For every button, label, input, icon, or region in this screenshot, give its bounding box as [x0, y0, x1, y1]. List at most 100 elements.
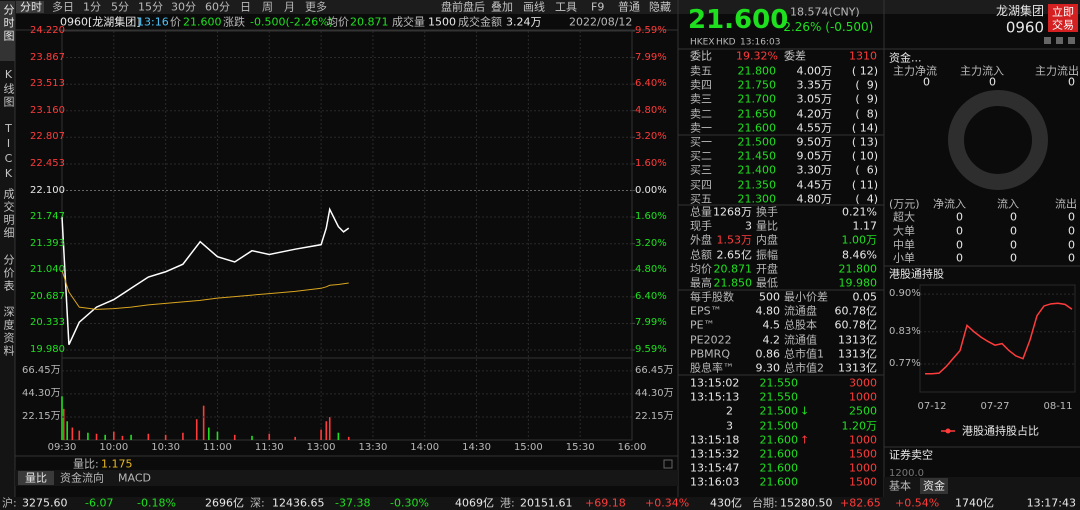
- side-tab[interactable]: K线图: [2, 68, 15, 109]
- toolbar-bg: [0, 0, 1080, 14]
- index-label: 台期:: [752, 496, 778, 510]
- book-level: 买四: [690, 178, 712, 192]
- tool-button[interactable]: 画线: [523, 0, 545, 14]
- right-tab[interactable]: 资金: [923, 479, 945, 493]
- trade-price: 21.600: [759, 433, 799, 447]
- flow-value: 0: [1010, 238, 1017, 252]
- stat-value: 1.53万: [716, 233, 753, 247]
- volume-bar: [320, 429, 322, 440]
- main-label: 主力净流: [893, 64, 937, 78]
- indicator-tab[interactable]: 资金流向: [60, 471, 104, 485]
- tool-button[interactable]: F9: [591, 0, 605, 14]
- icon[interactable]: [1056, 37, 1063, 44]
- side-tab[interactable]: 分价表: [2, 254, 15, 293]
- stat-value: 21.850: [713, 276, 753, 290]
- info-avg: 20.871: [350, 15, 389, 29]
- stat-value: 2.65亿: [716, 248, 753, 262]
- y-tick-label: 23.867: [30, 51, 65, 63]
- period-tab[interactable]: 月: [284, 0, 295, 14]
- y-tick-label: 22.807: [30, 131, 65, 143]
- trade-time: 13:15:32: [690, 447, 740, 461]
- right-tab[interactable]: 基本: [889, 479, 911, 493]
- y-tick-label: 19.980: [30, 344, 65, 355]
- tool-button[interactable]: 工具: [555, 0, 577, 14]
- volume-bar: [195, 419, 198, 440]
- period-tab[interactable]: 更多: [305, 0, 327, 14]
- volume-bar: [87, 432, 89, 440]
- fund-label: 流通盘: [784, 304, 817, 318]
- period-tab[interactable]: 周: [262, 0, 273, 14]
- y2-tick-label: 3.20%: [635, 237, 667, 249]
- trade-volume: 3000: [849, 376, 877, 390]
- x-tick-label: 11:00: [203, 442, 232, 453]
- y2-tick-label: 7.99%: [635, 51, 667, 63]
- stat-value: 19.980: [838, 276, 878, 290]
- short-sell-value: 1200.0: [889, 468, 924, 479]
- side-tab[interactable]: 深度资料: [2, 306, 15, 358]
- book-level: 买五: [690, 192, 712, 206]
- tool-button[interactable]: 普通: [618, 0, 640, 14]
- selected-indicator-tab: [18, 471, 54, 485]
- period-tab[interactable]: 5分: [111, 0, 129, 14]
- period-tab[interactable]: 30分: [171, 0, 196, 14]
- index-value: 20151.61: [520, 496, 573, 510]
- trade-button-label[interactable]: 交易: [1052, 18, 1074, 32]
- fund-label: 总股本: [784, 318, 817, 332]
- period-tab[interactable]: 分时: [20, 0, 42, 14]
- icon[interactable]: [1068, 37, 1075, 44]
- trade-price: 21.600: [759, 447, 799, 461]
- info-code: 0960[龙湖集团]: [60, 15, 141, 29]
- fund-value: 60.78亿: [834, 304, 878, 318]
- info-amount: 3.24万: [506, 15, 542, 29]
- selected-right-tab: [920, 478, 948, 494]
- trade-time: 3: [726, 419, 733, 433]
- book-volume: 4.20万: [796, 107, 833, 121]
- tool-button[interactable]: 叠加: [491, 0, 513, 14]
- period-tab[interactable]: 1分: [83, 0, 101, 14]
- side-tab[interactable]: 成交明细: [2, 188, 15, 240]
- holding-tick-label: 0.83%: [889, 325, 921, 337]
- quote-cny: 18.574(CNY): [790, 5, 860, 19]
- stat-value: 1.17: [852, 219, 878, 233]
- indicator-label: 量比:: [73, 457, 99, 471]
- fund-donut: [948, 90, 1048, 190]
- fund-label: 最小价差: [784, 290, 828, 304]
- period-tab[interactable]: 日: [240, 0, 251, 14]
- indicator-tab[interactable]: 量比: [25, 471, 47, 485]
- trade-button-label[interactable]: 立即: [1052, 5, 1074, 19]
- info-price-label: 价: [170, 15, 181, 29]
- y2-tick-label: 9.59%: [635, 25, 667, 36]
- period-tab[interactable]: 15分: [138, 0, 163, 14]
- selected-period-bg: [16, 1, 44, 13]
- book-volume: 4.45万: [796, 178, 833, 192]
- y-tick-label: 20.687: [30, 290, 65, 302]
- quote-price: 21.600: [688, 5, 789, 35]
- period-tab[interactable]: 60分: [205, 0, 230, 14]
- info-change-label: 涨跌: [223, 15, 245, 29]
- indicator-tab[interactable]: MACD: [118, 471, 151, 485]
- stat-label: 内盘: [756, 233, 778, 247]
- side-tab[interactable]: TICK: [2, 122, 15, 182]
- diff-value: 1310: [849, 49, 877, 63]
- stat-label: 最高: [690, 276, 712, 290]
- book-count: ( 14): [851, 121, 878, 135]
- stat-value: 8.46%: [842, 248, 877, 262]
- book-count: ( 12): [851, 64, 878, 78]
- icon[interactable]: [663, 459, 673, 469]
- fund-label: PE™: [690, 318, 715, 332]
- period-tab[interactable]: 多日: [52, 0, 74, 14]
- book-price: 21.350: [737, 178, 777, 192]
- trade-time: 13:15:02: [690, 376, 740, 390]
- tool-button[interactable]: 盘前盘后: [441, 0, 485, 14]
- icon[interactable]: [1044, 37, 1051, 44]
- book-level: 卖五: [690, 64, 712, 78]
- ratio-label: 委比: [690, 49, 712, 63]
- volume-tick-label: 22.15万: [635, 410, 674, 422]
- holding-date: 08-11: [1043, 401, 1073, 412]
- trade-button[interactable]: [1048, 4, 1078, 32]
- y2-tick-label: 0.00%: [635, 184, 667, 196]
- y-tick-label: 21.040: [30, 264, 65, 276]
- flow-label: 中单: [893, 238, 915, 252]
- side-tab[interactable]: 分时图: [2, 4, 15, 43]
- tool-button[interactable]: 隐藏: [649, 0, 671, 14]
